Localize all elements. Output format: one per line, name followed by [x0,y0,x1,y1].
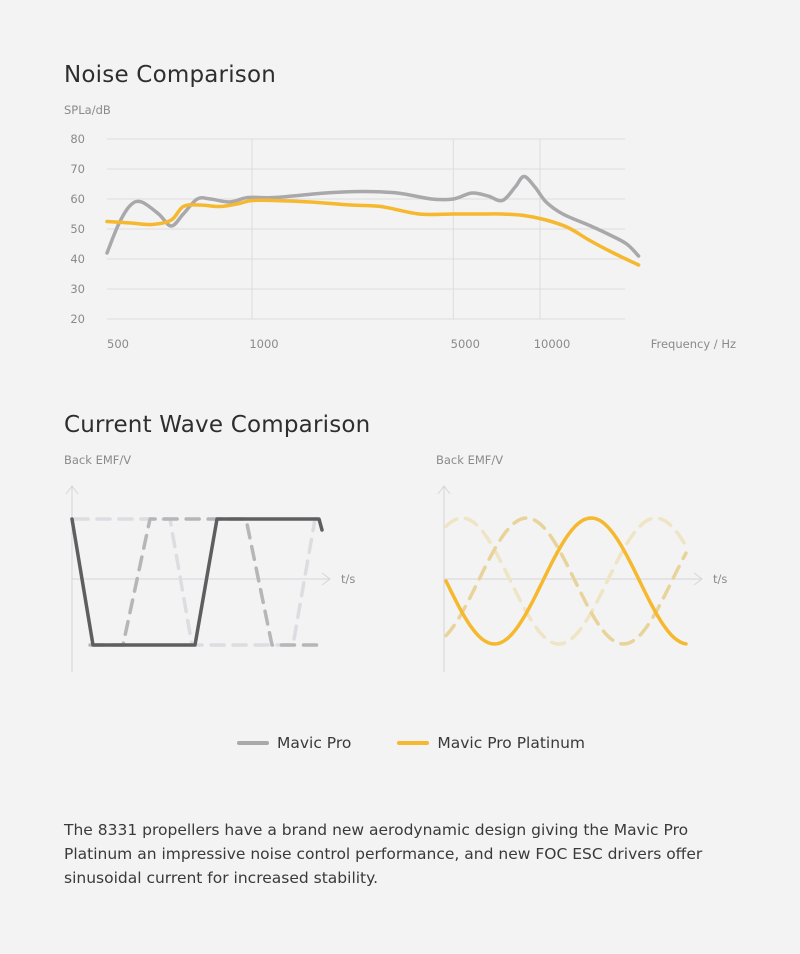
sine-wave-phase-0 [444,516,688,646]
y-tick-label: 20 [70,312,85,326]
right-wave-y-axis-arrow [437,485,451,495]
legend-item-mavic-pro-platinum: Mavic Pro Platinum [397,734,585,752]
y-tick-label: 80 [70,132,85,146]
legend-swatch-mavic-pro [237,741,269,745]
series-line-mavic-pro-platinum [105,198,641,267]
legend-swatch-mavic-pro-platinum [397,741,430,745]
right-wave-x-axis-label: t/s [713,572,727,586]
sine-wave-phase-2 [444,516,688,646]
x-tick-label: 10000 [534,337,571,351]
sine-wave-phase-1 [444,516,688,646]
y-tick-label: 70 [70,162,85,176]
y-tick-label: 40 [70,252,85,266]
noise-chart: 20 30 40 50 60 70 80 500 1000 5000 10000 Frequency … [70,132,736,351]
noise-chart-title: Noise Comparison [64,62,277,88]
left-wave-x-axis-arrow [321,572,331,586]
left-wave-y-axis-arrow [65,485,79,495]
y-tick-label: 30 [70,282,85,296]
description-text: The 8331 propellers have a brand new aer… [64,821,703,887]
legend-label-mavic-pro-platinum: Mavic Pro Platinum [437,734,585,752]
x-tick-label: 1000 [249,337,278,351]
left-wave-y-axis-label: Back EMF/V [64,453,132,467]
x-axis-label: Frequency / Hz [651,337,736,351]
x-tick-label: 5000 [451,337,480,351]
trapezoidal-wave-phase-0 [70,517,324,647]
legend-label-mavic-pro: Mavic Pro [277,734,352,752]
trapezoidal-wave-phase-2 [73,517,317,647]
legend-item-mavic-pro: Mavic Pro [237,734,351,752]
wave-chart-title: Current Wave Comparison [64,412,371,438]
legend: Mavic Pro Mavic Pro Platinum [237,734,585,752]
right-wave-x-axis-arrow [693,572,703,586]
y-tick-label: 60 [70,192,85,206]
x-tick-label: 500 [107,337,129,351]
noise-y-axis-label: SPLa/dB [64,103,111,117]
right-wave-y-axis-label: Back EMF/V [436,453,504,467]
left-wave-x-axis-label: t/s [341,572,355,586]
y-tick-label: 50 [70,222,85,236]
series-line-mavic-pro [105,174,641,258]
wave-charts: t/s t/s [65,485,727,672]
